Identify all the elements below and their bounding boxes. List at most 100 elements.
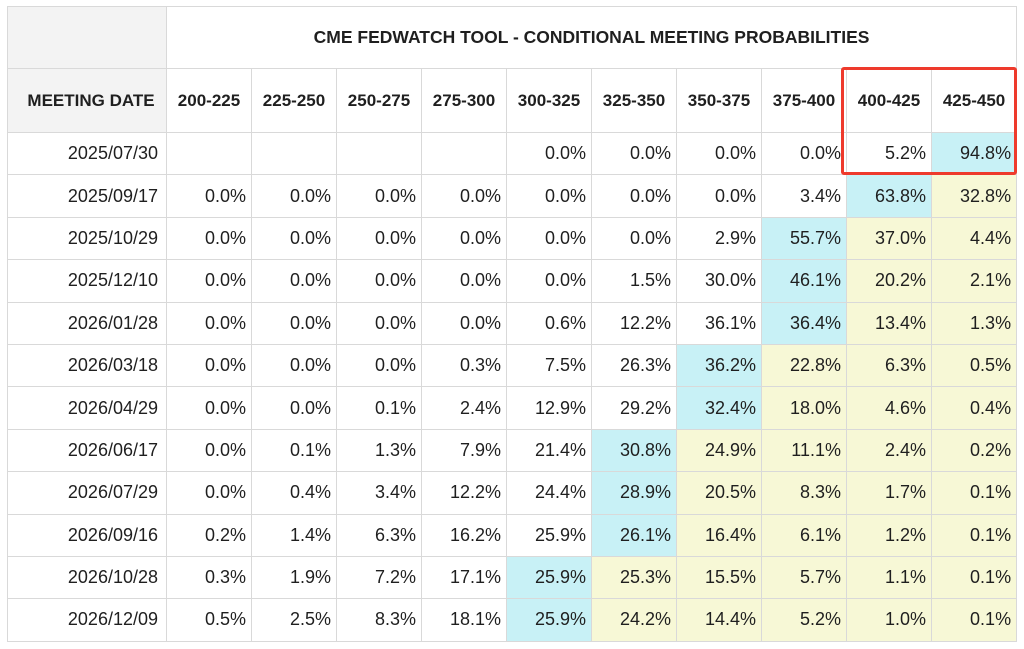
probability-cell: 0.0% — [421, 301, 507, 345]
probability-cell: 0.0% — [336, 259, 422, 303]
probability-cell: 36.1% — [676, 301, 762, 345]
probability-cell: 30.0% — [676, 259, 762, 303]
meeting-date-cell: 2026/12/09 — [7, 598, 167, 642]
probability-cell: 0.2% — [930, 428, 1018, 473]
meeting-date-cell: 2025/12/10 — [7, 259, 167, 303]
probability-cell: 0.5% — [930, 343, 1018, 388]
probability-cell: 4.4% — [930, 216, 1018, 261]
probability-cell: 26.3% — [591, 343, 677, 388]
probability-cell: 0.1% — [930, 598, 1018, 642]
probability-cell: 0.0% — [251, 216, 337, 261]
rate-range-header: 275-300 — [421, 68, 507, 133]
probability-cell: 0.0% — [336, 216, 422, 261]
probability-cell: 26.1% — [591, 513, 677, 557]
probability-cell: 32.8% — [930, 174, 1018, 218]
rate-range-header: 250-275 — [336, 68, 422, 133]
table-row: 2025/07/30 0.0% 0.0% 0.0% 0.0% 5.2% 94.8% — [7, 131, 1018, 176]
probability-cell: 6.1% — [761, 513, 847, 557]
probability-cell: 0.1% — [251, 428, 337, 473]
probability-cell: 18.1% — [421, 598, 507, 642]
probability-cell: 0.0% — [676, 131, 762, 176]
probability-cell: 25.3% — [591, 555, 677, 600]
probability-cell: 0.3% — [166, 555, 252, 600]
probability-cell: 0.3% — [421, 343, 507, 388]
probability-cell — [421, 131, 507, 176]
table-row: 2026/10/28 0.3% 1.9% 7.2% 17.1% 25.9% 25.3% 15.… — [7, 555, 1018, 600]
probability-cell: 5.7% — [761, 555, 847, 600]
probability-cell: 0.0% — [591, 216, 677, 261]
probability-cell — [336, 131, 422, 176]
probability-cell: 1.3% — [336, 428, 422, 473]
table-row: 2026/07/29 0.0% 0.4% 3.4% 12.2% 24.4% 28.9% 20.… — [7, 471, 1018, 515]
probability-cell: 5.2% — [761, 598, 847, 642]
probability-cell: 20.2% — [846, 259, 932, 303]
probability-cell: 46.1% — [761, 259, 847, 303]
probability-cell: 3.4% — [336, 471, 422, 515]
probability-cell: 0.4% — [251, 471, 337, 515]
probability-cell: 20.5% — [676, 471, 762, 515]
probability-cell — [166, 131, 252, 176]
probability-cell: 1.2% — [846, 513, 932, 557]
probability-cell: 0.0% — [251, 174, 337, 218]
probability-cell: 2.9% — [676, 216, 762, 261]
probability-cell: 0.0% — [421, 259, 507, 303]
probability-cell: 7.9% — [421, 428, 507, 473]
probability-cell: 30.8% — [591, 428, 677, 473]
probability-cell: 0.0% — [166, 343, 252, 388]
probability-cell: 0.6% — [506, 301, 592, 345]
probability-cell: 0.0% — [676, 174, 762, 218]
probability-cell: 63.8% — [846, 174, 932, 218]
table-row: 2025/10/29 0.0% 0.0% 0.0% 0.0% 0.0% 0.0% 2.9% 55… — [7, 216, 1018, 261]
probability-cell: 37.0% — [846, 216, 932, 261]
probability-cell: 25.9% — [506, 598, 592, 642]
table-row: 2026/04/29 0.0% 0.0% 0.1% 2.4% 12.9% 29.2% 32.4… — [7, 386, 1018, 430]
probability-cell: 1.4% — [251, 513, 337, 557]
probability-cell: 0.1% — [930, 513, 1018, 557]
probability-cell: 1.1% — [846, 555, 932, 600]
probability-cell: 0.0% — [251, 259, 337, 303]
meeting-date-cell: 2026/10/28 — [7, 555, 167, 600]
probability-cell: 21.4% — [506, 428, 592, 473]
probability-cell: 1.5% — [591, 259, 677, 303]
probability-cell: 8.3% — [761, 471, 847, 515]
probability-cell: 0.2% — [166, 513, 252, 557]
probability-cell: 24.9% — [676, 428, 762, 473]
probability-cell: 0.0% — [166, 301, 252, 345]
probability-cell: 7.2% — [336, 555, 422, 600]
meeting-date-cell: 2025/10/29 — [7, 216, 167, 261]
probability-cell: 0.0% — [166, 386, 252, 430]
table-title: CME FEDWATCH TOOL - CONDITIONAL MEETING … — [165, 6, 1018, 69]
probability-cell: 32.4% — [676, 386, 762, 430]
rate-range-header: 425-450 — [930, 68, 1018, 133]
rate-range-header: 350-375 — [676, 68, 762, 133]
table-row: 2026/03/18 0.0% 0.0% 0.0% 0.3% 7.5% 26.3% 36.2%… — [7, 343, 1018, 388]
probability-cell — [251, 131, 337, 176]
table-row: 2026/06/17 0.0% 0.1% 1.3% 7.9% 21.4% 30.8% 24.9… — [7, 428, 1018, 473]
probability-cell: 1.3% — [930, 301, 1018, 345]
probability-cell: 16.4% — [676, 513, 762, 557]
probability-cell: 0.0% — [166, 216, 252, 261]
probability-cell: 0.0% — [421, 174, 507, 218]
probability-cell: 14.4% — [676, 598, 762, 642]
meeting-date-cell: 2026/06/17 — [7, 428, 167, 473]
table-row: 2025/09/17 0.0% 0.0% 0.0% 0.0% 0.0% 0.0% 0.0% 3.… — [7, 174, 1018, 218]
rate-range-header: 225-250 — [251, 68, 337, 133]
probability-cell: 0.0% — [166, 174, 252, 218]
probability-cell: 8.3% — [336, 598, 422, 642]
probability-cell: 24.4% — [506, 471, 592, 515]
rate-range-header: 325-350 — [591, 68, 677, 133]
table-row: 2026/12/09 0.5% 2.5% 8.3% 18.1% 25.9% 24.2% 14.… — [7, 598, 1018, 642]
probability-cell: 1.0% — [846, 598, 932, 642]
rate-range-header: 400-425 — [846, 68, 932, 133]
probability-cell: 36.4% — [761, 301, 847, 345]
table-row: 2026/09/16 0.2% 1.4% 6.3% 16.2% 25.9% 26.1% 16.… — [7, 513, 1018, 557]
table-body: 2025/07/30 0.0% 0.0% 0.0% 0.0% 5.2% 94.8% 2025/… — [7, 131, 1018, 642]
meeting-date-cell: 2025/09/17 — [7, 174, 167, 218]
probability-cell: 0.0% — [336, 174, 422, 218]
probability-cell: 17.1% — [421, 555, 507, 600]
probability-cell: 6.3% — [336, 513, 422, 557]
probability-cell: 0.0% — [251, 301, 337, 345]
probability-cell: 29.2% — [591, 386, 677, 430]
probability-cell: 7.5% — [506, 343, 592, 388]
probability-cell: 13.4% — [846, 301, 932, 345]
